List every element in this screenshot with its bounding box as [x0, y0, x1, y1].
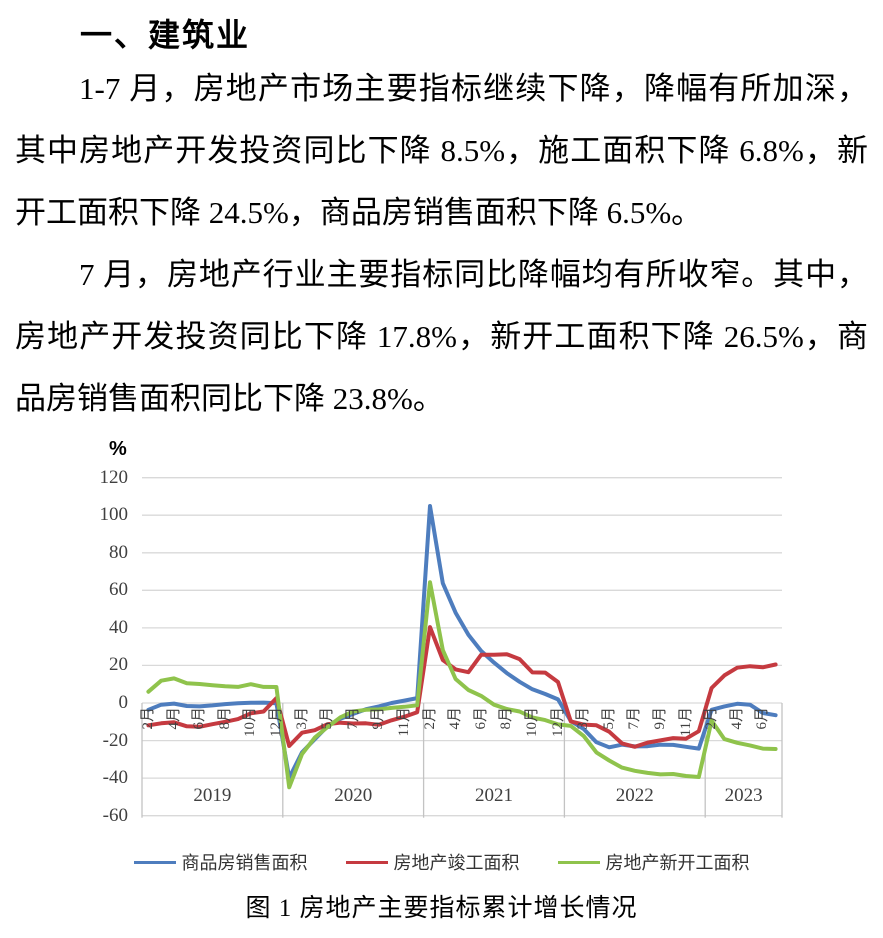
- legend-line-swatch: [557, 860, 600, 864]
- x-year-label: 2022: [615, 785, 654, 806]
- x-month-tick-label: 3月: [575, 707, 592, 730]
- paragraph-1-line-1: 1-7 月，房地产市场主要指标继续下降，降幅有所加深，: [79, 71, 868, 106]
- figure-caption: 图 1 房地产主要指标累计增长情况: [245, 895, 638, 922]
- legend-item: 房地产新开工面积: [557, 849, 750, 875]
- report-body: 一、建筑业 1-7 月，房地产市场主要指标继续下降，降幅有所加深， 其中房地产开…: [15, 12, 868, 430]
- x-month-tick-label: 11月: [395, 707, 412, 737]
- x-month-tick-label: 12月: [549, 707, 566, 738]
- x-month-tick-label: 6月: [191, 707, 208, 730]
- legend-item: 房地产竣工面积: [345, 849, 520, 875]
- section-heading: 一、建筑业: [80, 17, 251, 53]
- legend-label: 房地产竣工面积: [393, 853, 520, 873]
- x-month-tick-label: 4月: [447, 707, 464, 730]
- y-tick-label: 80: [109, 541, 128, 563]
- paragraph-1-line-2: 其中房地产开发投资同比下降 8.5%，施工面积下降 6.8%，新: [15, 133, 868, 168]
- legend-label: 商品房销售面积: [181, 853, 308, 873]
- legend-line-swatch: [133, 860, 176, 864]
- y-tick-label: 0: [118, 692, 129, 713]
- x-month-tick-label: 7月: [344, 707, 361, 730]
- y-tick-label: -40: [102, 767, 128, 789]
- y-tick-label: 20: [109, 654, 128, 676]
- x-month-tick-label: 7月: [626, 707, 643, 730]
- paragraph-2-line-1: 7 月，房地产行业主要指标同比降幅均有所收窄。其中，: [79, 257, 868, 292]
- x-month-tick-label: 5月: [600, 707, 617, 730]
- y-tick-label: -60: [102, 804, 128, 826]
- y-tick-label: 120: [99, 466, 129, 488]
- x-year-label: 2021: [474, 785, 513, 806]
- new-construction-line: [146, 580, 778, 790]
- x-month-tick-label: 8月: [498, 707, 515, 730]
- chart-legend: 商品房销售面积 房地产竣工面积 房地产新开工面积: [0, 849, 883, 875]
- sales-area-line: [146, 504, 778, 780]
- paragraph-2-line-3: 品房销售面积同比下降 23.8%。: [15, 381, 444, 416]
- legend-item: 商品房销售面积: [133, 849, 308, 875]
- real-estate-indicators-chart: % 120 100 80 60 40 20 0 -20 -40 -60 2月 4月 6月 8月 10月 12月…: [0, 438, 883, 938]
- x-month-tick-label: 6月: [754, 707, 771, 730]
- legend-label: 房地产新开工面积: [605, 853, 750, 873]
- x-month-tick-label: 11月: [677, 707, 694, 737]
- x-month-tick-label: 3月: [293, 707, 310, 730]
- y-tick-label: 40: [109, 616, 128, 638]
- y-tick-label: 100: [99, 504, 129, 526]
- x-month-tick-label: 5月: [319, 707, 336, 730]
- x-month-tick-label: 6月: [472, 707, 489, 730]
- y-tick-label: 60: [109, 579, 128, 601]
- x-month-tick-label: 2月: [421, 707, 438, 730]
- x-month-tick-label: 10月: [523, 707, 540, 738]
- x-month-tick-label: 9月: [370, 707, 387, 730]
- chart-canvas: [141, 477, 783, 818]
- completed-area-line: [146, 625, 778, 749]
- x-month-tick-label: 4月: [165, 707, 182, 730]
- x-month-tick-label: 12月: [267, 707, 284, 738]
- y-axis-unit-label: %: [109, 438, 127, 460]
- x-year-label: 2020: [334, 785, 373, 806]
- x-month-tick-label: 8月: [216, 707, 233, 730]
- x-month-tick-label: 2月: [139, 707, 156, 730]
- legend-line-swatch: [345, 860, 388, 864]
- x-month-tick-label: 4月: [728, 707, 745, 730]
- x-month-tick-label: 2月: [703, 707, 720, 730]
- paragraph-2-line-2: 房地产开发投资同比下降 17.8%，新开工面积下降 26.5%，商: [15, 319, 868, 354]
- x-year-label: 2019: [193, 785, 232, 806]
- x-year-label: 2023: [724, 785, 763, 806]
- y-tick-label: -20: [102, 729, 128, 751]
- x-month-tick-label: 10月: [242, 707, 259, 738]
- paragraph-1-line-3: 开工面积下降 24.5%，商品房销售面积下降 6.5%。: [15, 195, 703, 230]
- x-month-tick-label: 9月: [651, 707, 668, 730]
